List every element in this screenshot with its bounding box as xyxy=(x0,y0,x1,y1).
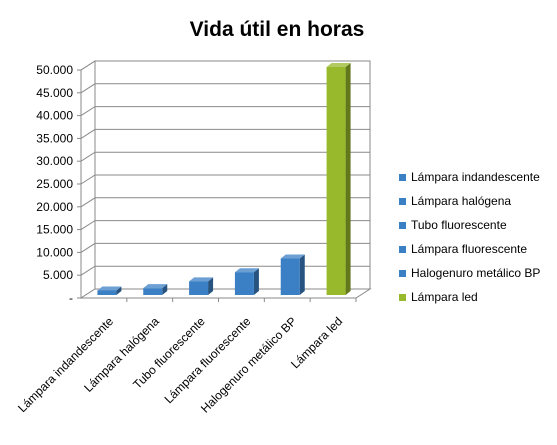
gridline xyxy=(80,220,370,231)
legend-item: Tubo fluorescente xyxy=(399,218,507,232)
y-tick-label: 30.000 xyxy=(36,154,73,168)
bar-side xyxy=(162,284,168,295)
y-axis: - 5.000 10.000 15.000 20.000 25.000 30.000 35.0… xyxy=(36,63,82,305)
y-tick-label: - xyxy=(69,291,73,305)
bar-front xyxy=(234,272,254,295)
legend-swatch xyxy=(399,246,406,253)
y-tick-label: 40.000 xyxy=(36,109,73,123)
bar-top xyxy=(234,268,259,273)
bar-front xyxy=(280,258,300,295)
bar-top xyxy=(143,284,168,289)
gridlines xyxy=(80,60,370,276)
y-tick-label: 35.000 xyxy=(36,131,73,145)
gridline xyxy=(80,60,370,71)
legend-label: Lámpara fluorescente xyxy=(411,242,527,256)
bar-top xyxy=(280,254,305,259)
y-tick-label: 50.000 xyxy=(36,63,73,77)
gridline xyxy=(80,83,370,94)
gridline xyxy=(80,242,370,253)
legend-swatch xyxy=(399,198,406,205)
legend-item: Lámpara fluorescente xyxy=(399,242,527,256)
bar xyxy=(189,277,214,295)
legend-label: Lámpara led xyxy=(411,290,478,304)
legend-swatch xyxy=(399,270,406,277)
legend-label: Tubo fluorescente xyxy=(411,218,507,232)
legend: Lámpara indandescente Lámpara halógena Tub… xyxy=(399,170,540,304)
bar xyxy=(234,268,259,295)
legend-label: Lámpara indandescente xyxy=(411,170,540,184)
bar-front xyxy=(97,290,117,295)
bars xyxy=(97,63,351,295)
legend-label: Halogenuro metálico BP xyxy=(411,266,540,280)
y-tick-label: 45.000 xyxy=(36,86,73,100)
bar xyxy=(97,286,122,295)
bar-side xyxy=(116,286,122,295)
bar-top xyxy=(97,286,122,291)
bar-front xyxy=(189,281,209,295)
legend-item: Halogenuro metálico BP xyxy=(399,266,540,280)
gridline xyxy=(80,265,370,276)
legend-swatch xyxy=(399,174,406,181)
gridline xyxy=(80,151,370,162)
bar-side xyxy=(253,268,259,295)
x-tick-label: Halogenuro metálico BP xyxy=(198,314,299,415)
chart-title: Vida útil en horas xyxy=(190,18,365,41)
legend-swatch xyxy=(399,294,406,301)
y-tick-label: 25.000 xyxy=(36,177,73,191)
legend-item: Lámpara indandescente xyxy=(399,170,540,184)
legend-swatch xyxy=(399,222,406,229)
bar-side xyxy=(345,63,351,295)
bar xyxy=(326,63,351,295)
bar xyxy=(280,254,305,295)
legend-item: Lámpara halógena xyxy=(399,194,511,208)
y-tick-label: 10.000 xyxy=(36,245,73,259)
gridline xyxy=(80,106,370,117)
bar-top xyxy=(189,277,214,282)
bar-front xyxy=(326,67,346,295)
y-tick-label: 5.000 xyxy=(43,268,73,282)
y-tick-label: 15.000 xyxy=(36,223,73,237)
bar-top xyxy=(326,63,351,67)
bar-side xyxy=(299,254,305,295)
bar xyxy=(143,284,168,295)
legend-item: Lámpara led xyxy=(399,290,478,304)
y-tick-label: 20.000 xyxy=(36,200,73,214)
bar-side xyxy=(208,277,214,295)
gridline xyxy=(80,128,370,139)
gridline xyxy=(80,174,370,185)
x-tick-label: Lámpara fluorescente xyxy=(162,314,254,406)
gridline xyxy=(80,197,370,208)
legend-label: Lámpara halógena xyxy=(411,194,511,208)
bar-front xyxy=(143,288,163,295)
